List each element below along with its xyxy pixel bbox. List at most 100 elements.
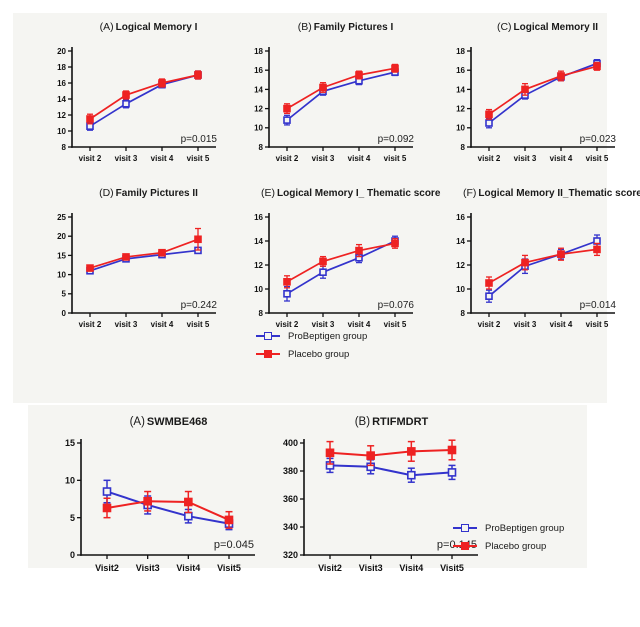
p-value-label: p=0.092 [377,134,414,145]
svg-text:10: 10 [254,285,263,294]
svg-text:10: 10 [57,270,66,279]
svg-text:visit 5: visit 5 [384,320,407,329]
svg-text:320: 320 [283,550,298,560]
svg-text:16: 16 [254,66,263,75]
chart-plot: 8 10 12 14 16 visit 2 visit 3 visit 4 visit 5 [456,213,615,329]
svg-text:10: 10 [456,285,465,294]
chart-name: SWMBE468 [146,416,208,428]
svg-text:visit 2: visit 2 [276,320,299,329]
svg-text:Visit2: Visit2 [318,563,342,573]
chart-family-pictures-2: 0 5 10 15 20 25 visit 2 visit 3 visit 4 visit 5 (… [38,181,233,341]
svg-text:visit 2: visit 2 [478,320,501,329]
legend-figure2: ProBeptigen group Placebo group [453,519,564,555]
svg-text:10: 10 [57,127,66,136]
chart-plot: 8 10 12 14 16 18 visit 2 visit 3 visit 4 visit 5 [254,47,413,163]
chart-plot: 320 340 360 380 400 Visit2 Visit3 Visit4 Visit5 [283,438,478,573]
svg-text:8: 8 [62,143,67,152]
probeptigen-marker-icon [453,523,477,533]
legend-item-probeptigen: ProBeptigen group [256,327,367,345]
svg-text:visit 4: visit 4 [348,154,371,163]
chart-name: Logical Memory I [115,22,198,33]
svg-text:visit 4: visit 4 [151,154,174,163]
svg-text:18: 18 [254,47,263,56]
svg-text:0: 0 [62,309,67,318]
chart-plot: 8 10 12 14 16 visit 2 visit 3 visit 4 visit 5 [254,213,413,329]
svg-text:380: 380 [283,466,298,476]
svg-text:400: 400 [283,438,298,448]
svg-text:visit 5: visit 5 [187,154,210,163]
chart-name: RTIFMDRT [372,416,429,428]
chart-name: Logical Memory II_Thematic score [478,188,640,199]
svg-text:14: 14 [456,85,465,94]
svg-text:visit 5: visit 5 [586,320,609,329]
svg-text:14: 14 [254,237,263,246]
placebo-marker-icon [256,349,280,359]
p-value-label: p=0.015 [180,134,217,145]
chart-name: Logical Memory I_ Thematic score [277,188,441,199]
svg-text:18: 18 [57,63,66,72]
chart-plot: 8 10 12 14 16 18 visit 2 visit 3 visit 4 visit 5 [456,47,615,163]
p-value-label: p=0.076 [377,300,414,311]
figure-cantab-tests: 0 5 10 15 Visit2 Visit3 Visit4 Visit5 (A) SWMBE4… [28,405,587,573]
chart-logical-memory-1: 8 10 12 14 16 18 20 visit 2 visit 3 visit 4 visit … [38,15,233,175]
svg-text:visit 3: visit 3 [312,154,335,163]
svg-text:visit 4: visit 4 [550,154,573,163]
svg-text:Visit5: Visit5 [440,563,464,573]
chart-name: Logical Memory II [513,22,599,33]
svg-text:visit 3: visit 3 [115,154,138,163]
svg-text:15: 15 [65,438,75,448]
panel-label: (B) [297,21,312,33]
svg-text:20: 20 [57,47,66,56]
panel-label: (F) [463,187,477,199]
figure-memory-tests: 8 10 12 14 16 18 20 visit 2 visit 3 visit 4 visit … [13,13,640,403]
svg-text:16: 16 [456,213,465,222]
legend-label: Placebo group [288,348,350,360]
legend-label: ProBeptigen group [485,522,565,534]
chart-logical-memory-2: 8 10 12 14 16 18 visit 2 visit 3 visit 4 visit 5 … [437,15,632,175]
svg-text:visit 4: visit 4 [151,320,174,329]
svg-text:16: 16 [456,66,465,75]
svg-text:visit 3: visit 3 [115,320,138,329]
chart-title: (B) Family Pictures I [261,21,430,33]
chart-family-pictures-1: 8 10 12 14 16 18 visit 2 visit 3 visit 4 visit 5 … [235,15,430,175]
svg-text:18: 18 [456,47,465,56]
svg-text:visit 4: visit 4 [348,320,371,329]
chart-logical-memory-1-thematic: 8 10 12 14 16 visit 2 visit 3 visit 4 visit 5 (E… [235,181,440,341]
svg-text:Visit4: Visit4 [176,563,200,573]
chart-title: (F) Logical Memory II_Thematic score [463,187,640,199]
panel-label: (E) [261,187,275,199]
legend-item-placebo: Placebo group [256,345,367,363]
svg-text:visit 5: visit 5 [586,154,609,163]
svg-text:Visit3: Visit3 [136,563,160,573]
svg-text:visit 2: visit 2 [276,154,299,163]
chart-plot: 8 10 12 14 16 18 20 visit 2 visit 3 visit 4 visit … [57,47,216,163]
svg-text:Visit2: Visit2 [95,563,119,573]
svg-text:20: 20 [57,232,66,241]
p-value-label: p=0.023 [579,134,616,145]
chart-swmbe468: 0 5 10 15 Visit2 Visit3 Visit4 Visit5 (A) SWMBE4… [33,409,278,587]
legend-label: ProBeptigen group [288,330,368,342]
chart-plot: 0 5 10 15 Visit2 Visit3 Visit4 Visit5 [65,438,255,573]
svg-text:8: 8 [461,143,466,152]
legend-item-probeptigen: ProBeptigen group [453,519,564,537]
svg-text:visit 5: visit 5 [384,154,407,163]
svg-text:visit 4: visit 4 [550,320,573,329]
chart-title: (D) Family Pictures II [64,187,233,199]
probeptigen-marker-icon [256,331,280,341]
svg-text:visit 2: visit 2 [79,154,102,163]
panel-label: (A) [99,21,114,33]
svg-text:10: 10 [456,124,465,133]
chart-plot: 0 5 10 15 20 25 visit 2 visit 3 visit 4 visit 5 [57,213,216,329]
svg-text:10: 10 [254,124,263,133]
svg-text:14: 14 [57,95,66,104]
svg-text:15: 15 [57,251,66,260]
svg-text:visit 5: visit 5 [187,320,210,329]
chart-logical-memory-2-thematic: 8 10 12 14 16 visit 2 visit 3 visit 4 visit 5 (F… [437,181,640,341]
chart-title: (A) SWMBE468 [59,416,278,428]
chart-title: (A) Logical Memory I [64,21,233,33]
svg-text:360: 360 [283,494,298,504]
svg-text:5: 5 [70,513,75,523]
chart-title: (E) Logical Memory I_ Thematic score [261,187,440,199]
chart-title: (C) Logical Memory II [463,21,632,33]
svg-text:16: 16 [57,79,66,88]
